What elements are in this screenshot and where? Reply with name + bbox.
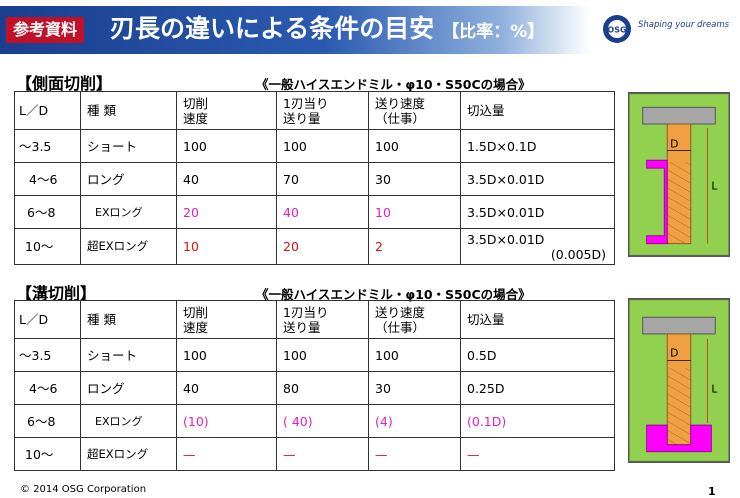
cell-rate: 2 [368,228,461,265]
cell-depth: 1.5D×0.1D [460,129,615,163]
table-row: 10～ 超EXロング — — — — [14,437,615,471]
cell-type: 超EXロング [80,437,177,471]
holder-shape [642,316,716,335]
cell-depth: 0.25D [460,371,615,405]
cell-ld: 10～ [14,437,81,471]
table-row: 6～8 EXロング (10) ( 40) (4) (0.1D) [14,404,615,438]
header-type: 種 類 [80,300,177,339]
cell-depth-sub: (0.005D) [550,246,606,262]
header-rate: 送り速度 （仕事） [368,300,461,339]
table-header-row: L／D 種 類 切削 速度 1刃当り 送り量 送り速度 （仕事） 切込量 [14,91,615,130]
header-ld: L／D [14,91,81,130]
workpiece-shape [646,159,668,245]
page-title: 刃長の違いによる条件の目安 【比率：%】 [110,12,544,49]
label-l: L [711,383,717,396]
cell-type: ロング [80,371,177,405]
header-type: 種 類 [80,91,177,130]
workpiece-shape [646,424,712,453]
header-depth: 切込量 [460,91,615,130]
cell-ld: 4～6 [14,371,81,405]
cell-type: 超EXロング [80,228,177,265]
tagline: Shaping your dreams [638,20,730,30]
cell-depth: 3.5D×0.01D [460,162,615,196]
header: 参考資料 刃長の違いによる条件の目安 【比率：%】 OSG Shaping you… [0,0,740,58]
cell-rate: 10 [368,195,461,229]
cell-feed: — [276,437,369,471]
cell-rate: — [368,437,461,471]
table-slot-cutting: L／D 種 類 切削 速度 1刃当り 送り量 送り速度 （仕事） 切込量 ～3.… [14,300,615,471]
cell-rate: 100 [368,338,461,372]
table-row: 4～6 ロング 40 80 30 0.25D [14,371,615,405]
cell-feed: 100 [276,129,369,163]
cell-speed: 20 [176,195,277,229]
cell-feed: 40 [276,195,369,229]
page-number: 1 [708,485,716,498]
condition-slot: 《一般ハイスエンドミル・φ10・S50Cの場合》 [256,287,531,302]
cell-depth: — [460,437,615,471]
table-row: 6～8 EXロング 20 40 10 3.5D×0.01D [14,195,615,229]
cell-rate: (4) [368,404,461,438]
section-title-side: 【側面切削】 [16,74,113,93]
cell-ld: 6～8 [14,404,81,438]
slot-cutting-diagram: D L [628,298,730,463]
side-cutting-diagram: D L [628,92,730,257]
cell-feed: 100 [276,338,369,372]
condition-side: 《一般ハイスエンドミル・φ10・S50Cの場合》 [256,77,531,92]
cell-depth-main: 3.5D×0.01D [467,231,545,247]
cell-feed: 20 [276,228,369,265]
cell-type: EXロング [80,195,177,229]
reference-tag: 参考資料 [6,17,85,43]
cell-type: EXロング [80,404,177,438]
cell-feed: 70 [276,162,369,196]
table-row: 10～ 超EXロング 10 20 2 3.5D×0.01D (0.005D) [14,228,615,265]
cell-ld: ～3.5 [14,129,81,163]
cell-speed: 40 [176,371,277,405]
table-row: ～3.5 ショート 100 100 100 0.5D [14,338,615,372]
label-d: D [670,346,678,359]
cell-depth: (0.1D) [460,404,615,438]
header-speed: 切削 速度 [176,300,277,339]
cell-feed: ( 40) [276,404,369,438]
cell-rate: 100 [368,129,461,163]
cell-speed: 10 [176,228,277,265]
cell-speed: 40 [176,162,277,196]
cell-type: ロング [80,162,177,196]
cell-speed: 100 [176,129,277,163]
header-feed: 1刃当り 送り量 [276,300,369,339]
logo-text: OSG [607,26,626,35]
header-depth: 切込量 [460,300,615,339]
cell-depth: 3.5D×0.01D (0.005D) [460,228,615,265]
section-title-slot: 【溝切削】 [16,284,97,303]
cell-ld: ～3.5 [14,338,81,372]
cell-type: ショート [80,338,177,372]
table-row: ～3.5 ショート 100 100 100 1.5D×0.1D [14,129,615,163]
table-row: 4～6 ロング 40 70 30 3.5D×0.01D [14,162,615,196]
cell-depth: 0.5D [460,338,615,372]
holder-shape [642,106,716,125]
cell-feed: 80 [276,371,369,405]
table-header-row: L／D 種 類 切削 速度 1刃当り 送り量 送り速度 （仕事） 切込量 [14,300,615,339]
header-rate: 送り速度 （仕事） [368,91,461,130]
header-ld: L／D [14,300,81,339]
cell-ld: 6～8 [14,195,81,229]
header-speed: 切削 速度 [176,91,277,130]
cell-speed: (10) [176,404,277,438]
label-l: L [711,180,717,193]
osg-logo-icon: OSG [603,15,631,43]
cell-rate: 30 [368,371,461,405]
cell-depth: 3.5D×0.01D [460,195,615,229]
cell-ld: 10～ [14,228,81,265]
header-bar [0,6,590,54]
cell-ld: 4～6 [14,162,81,196]
cell-type: ショート [80,129,177,163]
copyright: © 2014 OSG Corporation [20,484,147,495]
table-side-cutting: L／D 種 類 切削 速度 1刃当り 送り量 送り速度 （仕事） 切込量 ～3.… [14,91,615,265]
cell-rate: 30 [368,162,461,196]
label-d: D [670,138,678,151]
header-feed: 1刃当り 送り量 [276,91,369,130]
page-title-text: 刃長の違いによる条件の目安 [110,14,435,43]
ratio-label: 【比率：%】 [442,22,545,42]
cell-speed: — [176,437,277,471]
cell-speed: 100 [176,338,277,372]
